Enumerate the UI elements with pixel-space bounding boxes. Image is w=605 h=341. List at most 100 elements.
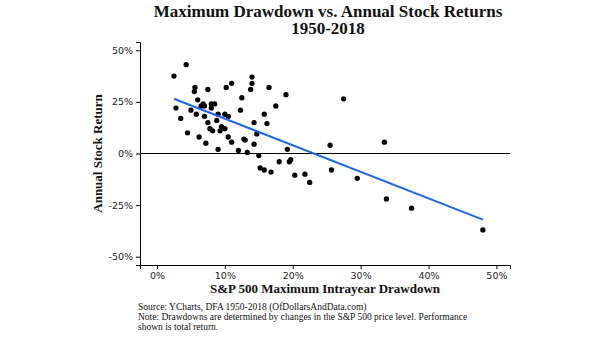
point [251, 142, 256, 147]
title: 1950-2018 [291, 19, 365, 38]
point [212, 101, 217, 106]
point [283, 92, 288, 97]
tick: 10% [215, 265, 236, 281]
point [209, 105, 214, 110]
tick: 0% [150, 265, 165, 281]
tick-mark [429, 265, 430, 269]
tick-mark [136, 154, 140, 155]
tick-label: 0% [118, 148, 133, 159]
point [224, 85, 229, 90]
point [239, 95, 244, 100]
point [355, 176, 360, 181]
tick: -50% [108, 251, 140, 262]
point [215, 147, 220, 152]
tick-label: 50% [486, 270, 507, 281]
tick: 20% [283, 265, 304, 281]
point [249, 74, 254, 79]
trend-line [174, 99, 483, 220]
point [188, 107, 193, 112]
point [409, 206, 414, 211]
point [205, 120, 210, 125]
point [285, 147, 290, 152]
tick-mark [225, 265, 226, 269]
point [288, 157, 293, 162]
points [171, 62, 485, 232]
point [202, 114, 207, 119]
point [196, 134, 201, 139]
x-axis-label: S&P 500 Maximum Intrayear Drawdown [210, 281, 441, 296]
point [273, 103, 278, 108]
point [262, 112, 267, 117]
point [480, 227, 485, 232]
x-axis: 0% 10% 20% 30% 40% 50% [141, 265, 511, 281]
tick-mark [157, 265, 158, 269]
point [243, 137, 248, 142]
point [307, 180, 312, 185]
tick-mark [496, 265, 497, 269]
y-axis-label: Annual Stock Return [90, 93, 105, 212]
point [302, 172, 307, 177]
point [173, 105, 178, 110]
axis-line [136, 43, 141, 266]
tick-mark [136, 102, 140, 103]
point [214, 118, 219, 123]
point [329, 167, 334, 172]
point [171, 73, 176, 78]
tick-mark [361, 265, 362, 269]
tick-label: 10% [215, 270, 236, 281]
point [226, 134, 231, 139]
tick-mark [136, 205, 140, 206]
tick: -25% [108, 200, 140, 211]
tick-label: 20% [283, 270, 304, 281]
point [236, 148, 241, 153]
tick: 50% [486, 265, 507, 281]
point [194, 112, 199, 117]
point [249, 81, 254, 86]
point [277, 159, 282, 164]
tick-label: -50% [108, 251, 133, 262]
y-axis: -50% -25% 0% 25% 50% [108, 43, 140, 266]
tick: 0% [118, 148, 140, 159]
point [210, 128, 215, 133]
tick: 25% [112, 96, 140, 107]
tick-mark [136, 257, 140, 258]
point [292, 173, 297, 178]
point [184, 62, 189, 67]
point [229, 81, 234, 86]
chart: Maximum Drawdown vs. Annual Stock Return… [0, 0, 605, 341]
tick-label: 25% [112, 96, 133, 107]
point [264, 121, 269, 126]
point [192, 85, 197, 90]
point [203, 141, 208, 146]
point [268, 169, 273, 174]
note: Note: Drawdowns are determined by change… [138, 312, 467, 322]
tick-label: -25% [108, 200, 133, 211]
point [229, 139, 234, 144]
tick: 30% [351, 265, 372, 281]
tick: 40% [418, 265, 439, 281]
tick-label: 30% [351, 270, 372, 281]
tick-label: 50% [112, 45, 133, 56]
point [195, 97, 200, 102]
point [205, 87, 210, 92]
point [382, 139, 387, 144]
point [202, 103, 207, 108]
point [226, 114, 231, 119]
tick-label: 0% [150, 270, 165, 281]
tick-mark [293, 265, 294, 269]
point [245, 150, 250, 155]
point [178, 116, 183, 121]
point [222, 126, 227, 131]
tick: 50% [112, 45, 140, 56]
point [266, 85, 271, 90]
tick-mark [136, 50, 140, 51]
note: shown is total return. [138, 322, 218, 332]
plot-area [140, 62, 510, 232]
axis-line [141, 266, 511, 270]
tick-label: 40% [418, 270, 439, 281]
point [384, 196, 389, 201]
point [256, 153, 261, 158]
point [341, 96, 346, 101]
point [327, 143, 332, 148]
point [248, 87, 253, 92]
